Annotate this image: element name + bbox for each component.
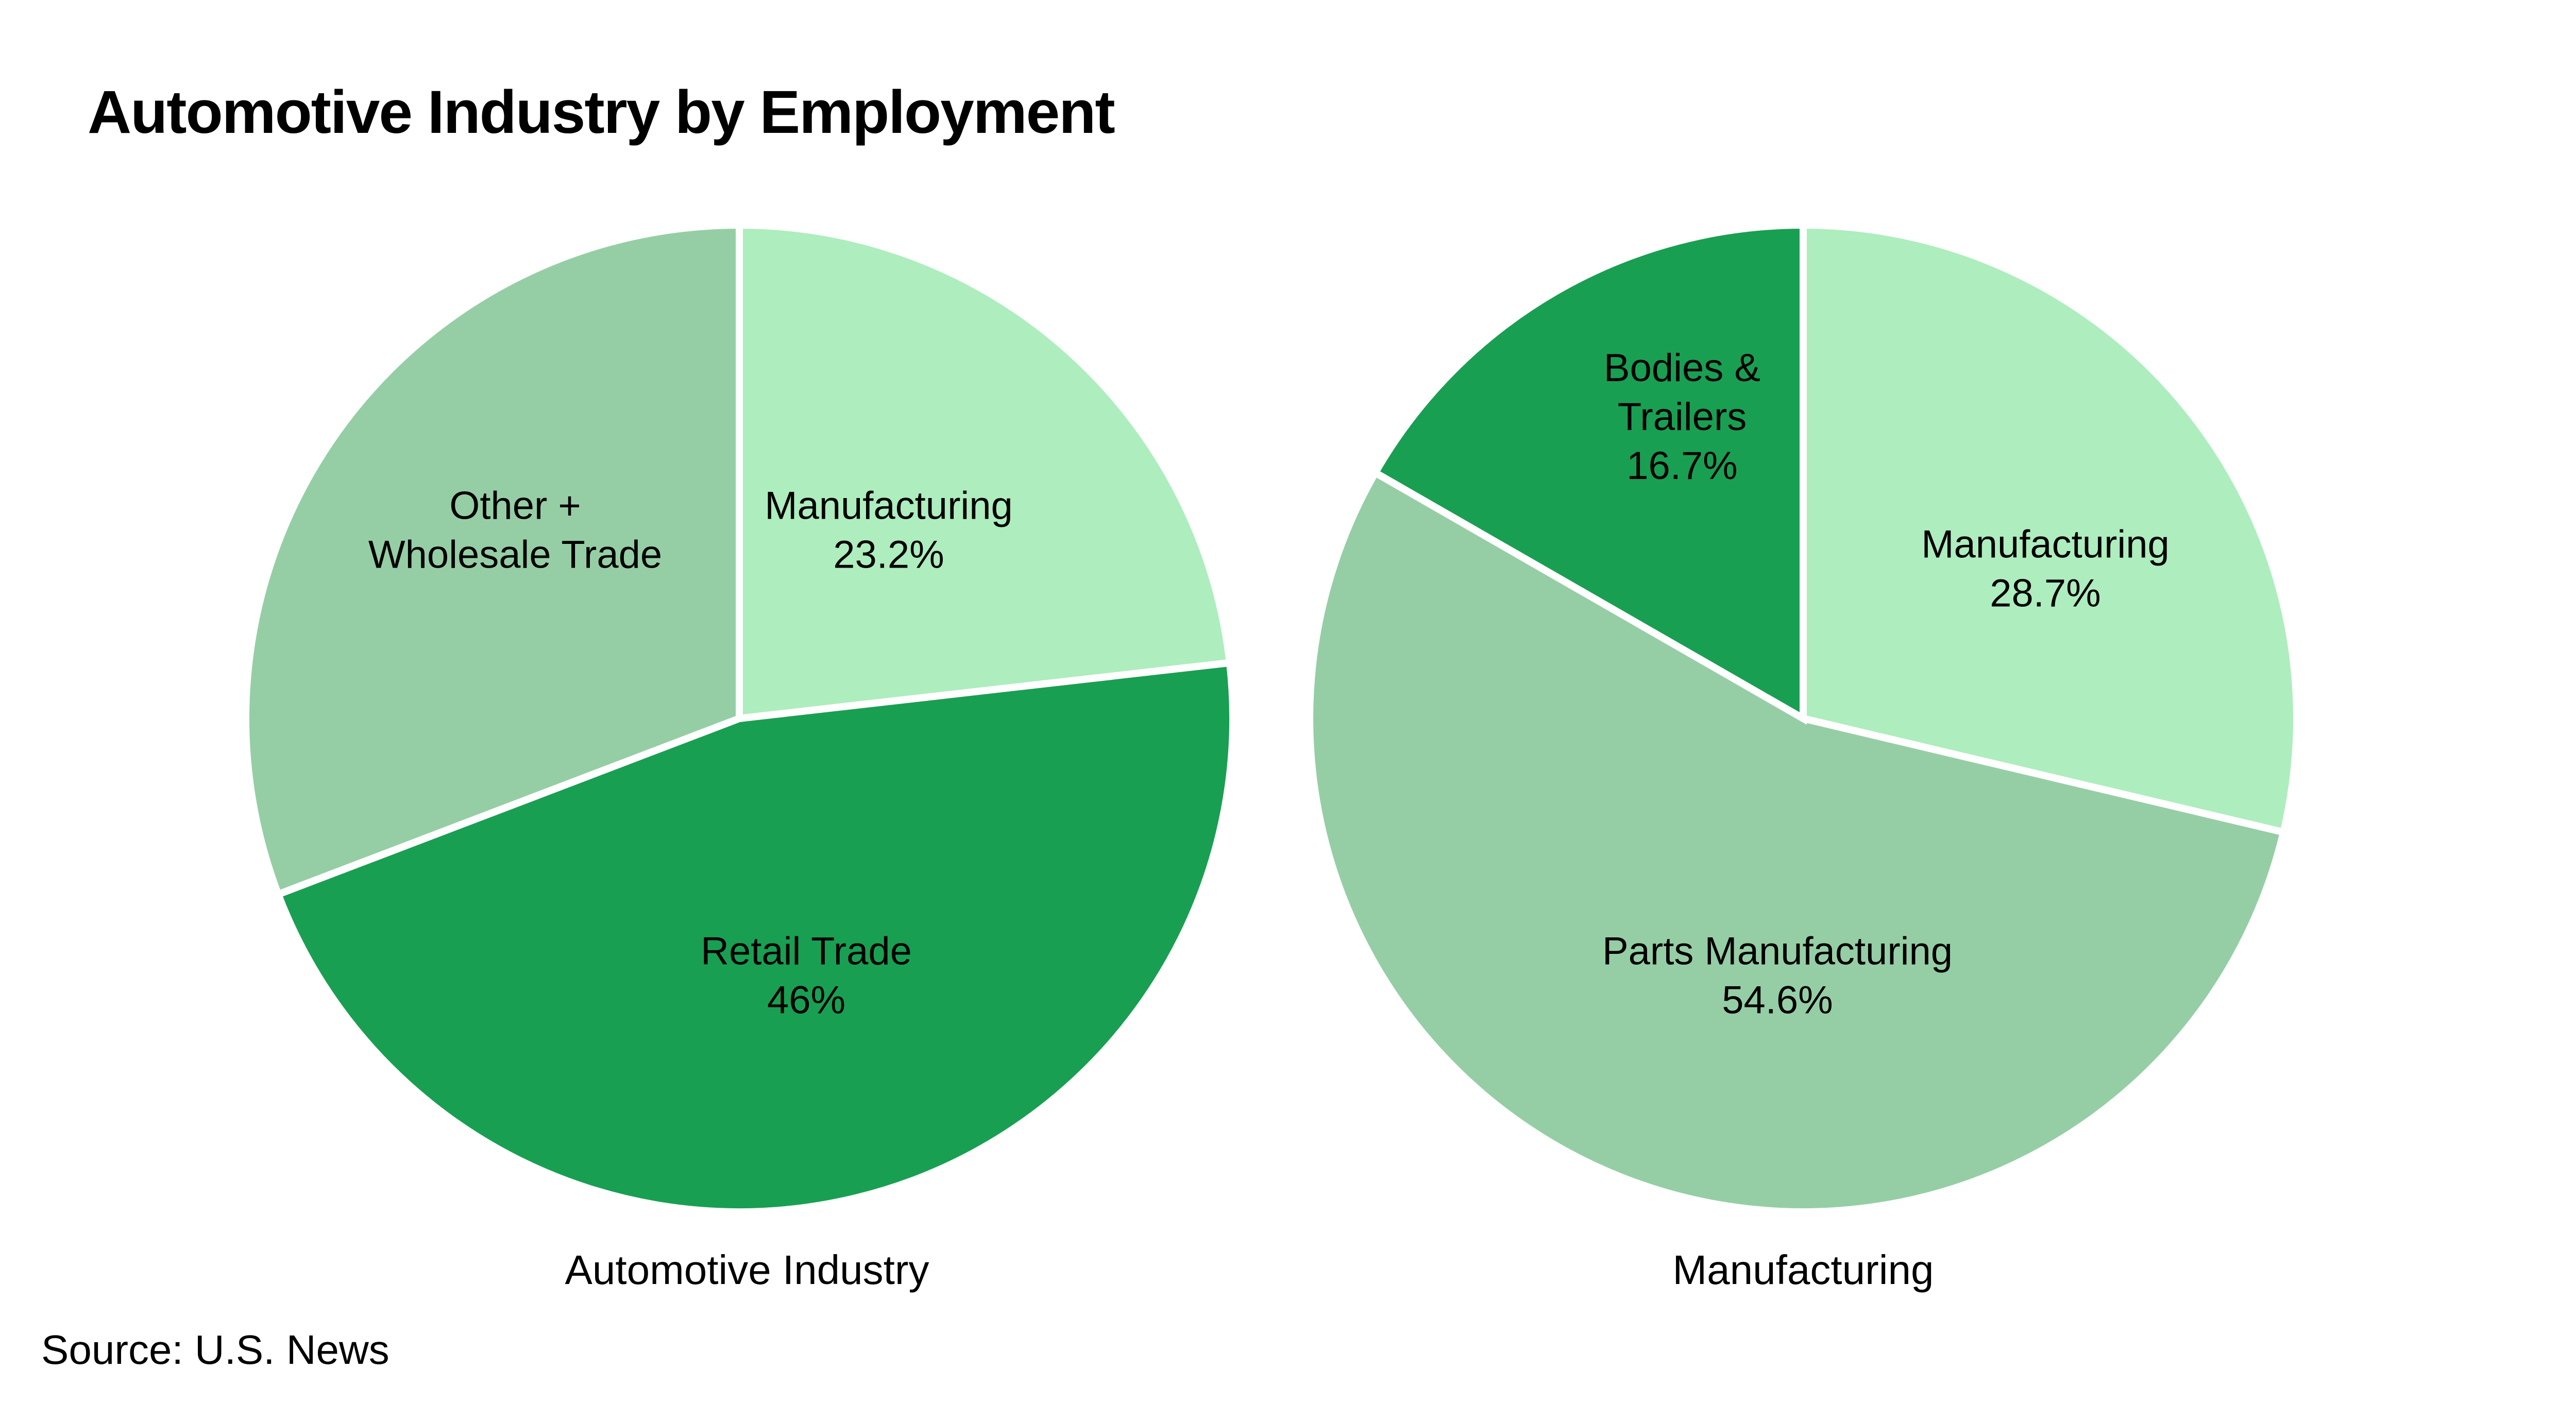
page-title: Automotive Industry by Employment <box>88 78 1115 146</box>
slice-label-manufacturing: Manufacturing 23.2% <box>765 484 1013 577</box>
slice-value-label: 28.7% <box>1990 572 2101 615</box>
pie-slice-bodies-trailers <box>1370 221 1807 725</box>
pie-caption-automotive-industry: Automotive Industry <box>565 1247 929 1293</box>
slice-name-label: Manufacturing <box>1921 523 2170 567</box>
slice-label-bodies-trailers: Bodies & Trailers 16.7% <box>1604 346 1760 488</box>
slice-label-manufacturing: Manufacturing 28.7% <box>1921 523 2170 615</box>
pie-automotive-industry: Manufacturing 23.2% Retail Trade 46% Other +… <box>242 221 1236 1215</box>
slice-label-other-wholesale-trade: Other + Wholesale Trade <box>368 484 662 577</box>
slice-name-label: Parts Manufacturing <box>1602 930 1953 973</box>
slice-name-label: Wholesale Trade <box>368 533 662 577</box>
pie-slice-retail-trade <box>273 659 1236 1215</box>
slice-name-label: Other + <box>449 484 581 528</box>
slice-label-parts-manufacturing: Parts Manufacturing 54.6% <box>1602 930 1953 1022</box>
slice-label-retail-trade: Retail Trade 46% <box>701 930 912 1022</box>
slice-value-label: 16.7% <box>1626 444 1738 488</box>
pie-caption-manufacturing: Manufacturing <box>1672 1247 1934 1293</box>
source-note: Source: U.S. News <box>41 1327 389 1373</box>
pie-slice-manufacturing <box>1800 221 2300 837</box>
slice-name-label: Bodies & <box>1604 346 1760 390</box>
slice-name-label: Retail Trade <box>701 930 912 973</box>
slice-name-label: Manufacturing <box>765 484 1013 528</box>
slice-value-label: 23.2% <box>833 533 944 577</box>
slice-name-label: Trailers <box>1618 395 1747 439</box>
slice-value-label: 46% <box>767 979 845 1022</box>
pie-slice-other-wholesale-trade <box>242 221 743 899</box>
pie-slice-parts-manufacturing <box>1306 468 2288 1216</box>
pie-slice-manufacturing <box>736 221 1234 723</box>
pie-manufacturing: Manufacturing 28.7% Parts Manufacturing 54.… <box>1306 221 2300 1216</box>
slice-value-label: 54.6% <box>1722 979 1833 1022</box>
